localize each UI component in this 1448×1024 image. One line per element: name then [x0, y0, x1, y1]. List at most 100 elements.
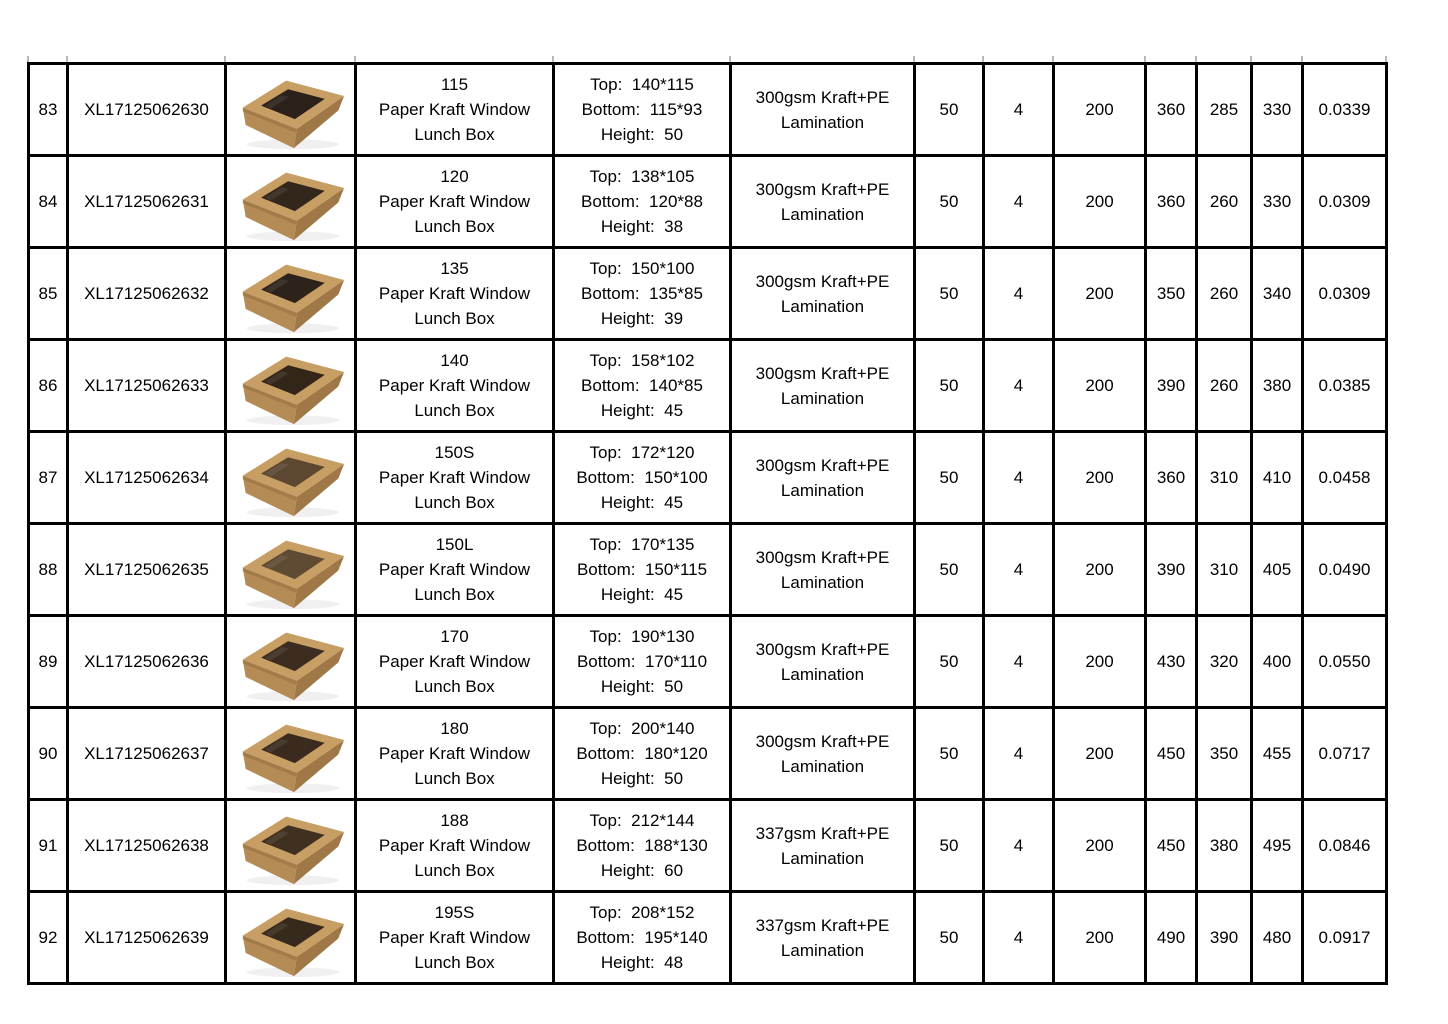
product-size: 170 [440, 627, 469, 646]
dimension-top: Top: 158*102 [589, 351, 695, 370]
row-number-cell: 86 [27, 338, 69, 433]
product-code: XL17125062630 [84, 100, 209, 119]
product-name-cell: 180 Paper Kraft Window Lunch Box [354, 706, 555, 801]
box-front-face [242, 475, 297, 516]
box-window-glare [264, 922, 289, 937]
box-front-face [242, 291, 297, 332]
dimension-height: Height: 60 [600, 861, 684, 880]
spec-cell-2: 4 [982, 62, 1055, 157]
product-name-cell: 150L Paper Kraft Window Lunch Box [354, 522, 555, 617]
spec-value: 0.0309 [1318, 284, 1371, 303]
spec-cell-4: 390 [1144, 338, 1198, 433]
product-photo-cell [224, 522, 357, 617]
box-window-glare [264, 370, 289, 385]
spec-value: 405 [1262, 560, 1292, 579]
spec-value: 350 [1156, 284, 1186, 303]
box-window [260, 88, 325, 119]
crop-tick [27, 56, 29, 62]
spec-value: 200 [1085, 468, 1114, 487]
material-text: 300gsm Kraft+PE Lamination [755, 363, 890, 408]
product-photo-cell [224, 798, 357, 893]
row-number-cell: 89 [27, 614, 69, 709]
spec-value: 450 [1156, 836, 1186, 855]
product-photo-cell [224, 706, 357, 801]
product-photo-cell [224, 246, 357, 341]
product-title: Paper Kraft Window Lunch Box [378, 468, 531, 512]
table-row: 88 XL17125062635 150L Paper Kraft Window… [27, 522, 1388, 617]
product-table: 83 XL17125062630 115 Paper Kraft Window … [27, 62, 1388, 985]
dimension-height: Height: 45 [600, 493, 684, 512]
spec-cell-3: 200 [1052, 430, 1147, 525]
spec-cell-1: 50 [913, 706, 985, 801]
spec-cell-1: 50 [913, 614, 985, 709]
dimension-top: Top: 138*105 [589, 167, 695, 186]
crop-tick [1195, 56, 1197, 62]
spec-value: 4 [1013, 284, 1024, 303]
product-size: 135 [440, 259, 469, 278]
spec-cell-1: 50 [913, 522, 985, 617]
table-body: 83 XL17125062630 115 Paper Kraft Window … [27, 62, 1388, 985]
spec-value: 390 [1156, 560, 1186, 579]
dimension-bottom: Bottom: 170*110 [576, 652, 708, 671]
spec-cell-7: 0.0309 [1301, 154, 1388, 249]
row-number: 91 [38, 836, 58, 855]
spec-cell-1: 50 [913, 246, 985, 341]
box-front-face [242, 107, 297, 148]
spec-cell-3: 200 [1052, 706, 1147, 801]
box-lid-edge [242, 107, 297, 133]
kraft-window-lunch-box-photo [242, 724, 344, 793]
table-row: 91 XL17125062638 188 Paper Kraft Window … [27, 798, 1388, 893]
kraft-window-lunch-box-photo [242, 80, 344, 149]
product-code: XL17125062634 [84, 468, 209, 487]
product-code: XL17125062636 [84, 652, 209, 671]
box-side-face [293, 739, 344, 792]
spec-value: 50 [939, 376, 959, 395]
spec-value: 450 [1156, 744, 1186, 763]
box-front-face [242, 751, 297, 792]
spec-value: 200 [1085, 560, 1114, 579]
dimension-top: Top: 212*144 [589, 811, 695, 830]
table-row: 87 XL17125062634 150S Paper Kraft Window… [27, 430, 1388, 525]
dimension-top: Top: 208*152 [589, 903, 695, 922]
spec-value: 260 [1209, 284, 1239, 303]
spec-value: 50 [939, 928, 959, 947]
table-row: 85 XL17125062632 135 Paper Kraft Window … [27, 246, 1388, 341]
spec-cell-3: 200 [1052, 338, 1147, 433]
spec-cell-4: 490 [1144, 890, 1198, 985]
spec-cell-1: 50 [913, 798, 985, 893]
spec-cell-2: 4 [982, 522, 1055, 617]
spec-value: 330 [1262, 100, 1292, 119]
box-front-face [242, 567, 297, 608]
crop-tick [1301, 56, 1303, 62]
box-window [260, 824, 325, 855]
box-side-face [293, 463, 344, 516]
product-photo-cell [224, 154, 357, 249]
row-number: 88 [38, 560, 58, 579]
spec-cell-3: 200 [1052, 522, 1147, 617]
spec-value: 340 [1262, 284, 1292, 303]
box-window-glare [264, 738, 289, 753]
product-title: Paper Kraft Window Lunch Box [378, 100, 531, 144]
spec-value: 0.0846 [1318, 836, 1371, 855]
box-window [260, 640, 325, 671]
row-number: 86 [38, 376, 58, 395]
material-cell: 300gsm Kraft+PE Lamination [729, 706, 916, 801]
row-number-cell: 85 [27, 246, 69, 341]
box-window [260, 456, 325, 487]
product-photo-cell [224, 890, 357, 985]
product-size: 115 [440, 75, 469, 94]
box-lid-edge [242, 843, 297, 869]
kraft-window-lunch-box-photo [242, 356, 344, 425]
product-photo-cell [224, 614, 357, 709]
spec-cell-4: 390 [1144, 522, 1198, 617]
kraft-window-lunch-box-photo [242, 908, 344, 977]
box-side-face [293, 555, 344, 608]
spec-cell-5: 310 [1195, 430, 1253, 525]
row-number-cell: 87 [27, 430, 69, 525]
box-lid-edge [242, 199, 297, 225]
spec-cell-6: 480 [1250, 890, 1304, 985]
spec-cell-3: 200 [1052, 798, 1147, 893]
box-window [260, 916, 325, 947]
spec-value: 4 [1013, 928, 1024, 947]
spec-value: 0.0917 [1318, 928, 1371, 947]
